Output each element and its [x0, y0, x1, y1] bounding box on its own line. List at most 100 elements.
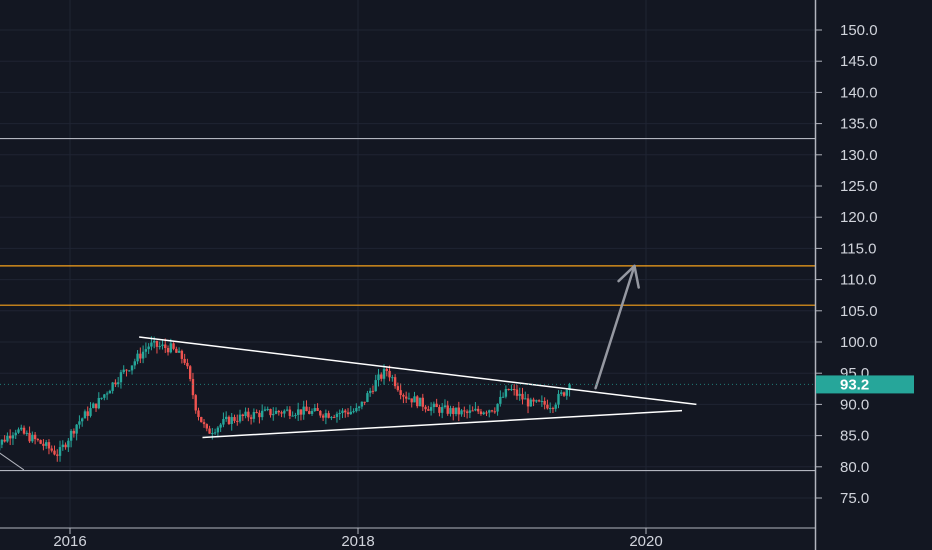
candle-body — [391, 377, 394, 379]
candle-body — [136, 353, 139, 362]
candle-body — [313, 408, 316, 411]
candle-body — [111, 382, 114, 391]
candle-body — [493, 411, 496, 413]
candle-body — [22, 427, 26, 434]
candle-body — [374, 380, 377, 392]
candle-body — [294, 414, 297, 416]
price-tick-label: 80.0 — [840, 459, 869, 476]
candle-body — [338, 413, 341, 415]
candle-body — [346, 412, 350, 415]
candle-body — [327, 413, 330, 418]
candle-body — [128, 370, 131, 372]
price-tick-label: 75.0 — [840, 490, 869, 507]
time-axis[interactable]: 2016 2018 2020 — [0, 527, 815, 550]
candle-body — [42, 443, 45, 446]
price-tick-label: 130.0 — [840, 147, 878, 164]
trendline-small — [0, 452, 25, 471]
candle-body — [233, 417, 236, 421]
candle-body — [540, 400, 544, 402]
candle-body — [515, 389, 519, 396]
candle-body — [308, 411, 311, 414]
price-tick-label: 105.0 — [840, 303, 878, 320]
candle-body — [537, 400, 541, 402]
candle-body — [482, 412, 485, 415]
price-tick-label: 90.0 — [840, 396, 869, 413]
candle-body — [155, 340, 159, 347]
candle-body — [355, 408, 358, 412]
candles-layer — [0, 336, 571, 462]
candle-body — [125, 369, 128, 371]
candle-body — [316, 408, 319, 411]
candle-body — [8, 435, 12, 439]
grid-layer — [0, 0, 815, 528]
projection-arrow-shaft — [594, 264, 636, 390]
candle-body — [141, 351, 145, 359]
candle-body — [360, 401, 364, 407]
candle-body — [122, 369, 125, 373]
candle-body — [36, 439, 40, 441]
candle-body — [418, 397, 422, 407]
candle-body — [230, 417, 233, 425]
candle-body — [565, 390, 568, 396]
candle-body — [25, 432, 28, 434]
candle-body — [227, 416, 231, 425]
candle-body — [53, 450, 56, 455]
candle-body — [83, 411, 87, 419]
candle-body — [324, 413, 328, 418]
candle-body — [130, 365, 134, 371]
candle-body — [222, 419, 225, 425]
candle-body — [321, 415, 325, 418]
candle-body — [319, 410, 322, 416]
candle-body — [382, 369, 386, 379]
candle-body — [543, 400, 546, 405]
price-tick-label: 135.0 — [840, 116, 878, 133]
candle-body — [105, 393, 109, 395]
candle-body — [94, 403, 98, 409]
candle-body — [554, 404, 557, 409]
candle-body — [202, 422, 206, 425]
candle-body — [283, 410, 286, 414]
candle-body — [28, 432, 31, 442]
candle-body — [274, 410, 278, 414]
price-tick-label: 85.0 — [840, 428, 869, 445]
price-tick-label: 150.0 — [840, 22, 878, 39]
candle-body — [236, 420, 239, 422]
candle-body — [280, 412, 283, 414]
candle-body — [471, 410, 474, 412]
candle-body — [44, 442, 48, 446]
candle-body — [432, 403, 436, 408]
candle-body — [352, 411, 355, 413]
price-tick-label: 115.0 — [840, 240, 876, 257]
candle-body — [504, 389, 508, 397]
candle-body — [305, 406, 308, 412]
candle-body — [197, 410, 200, 417]
candle-body — [499, 396, 502, 404]
candle-body — [402, 395, 405, 397]
candle-body — [465, 411, 469, 413]
price-tick-label: 145.0 — [840, 53, 878, 70]
candle-body — [330, 417, 333, 419]
candle-body — [488, 410, 491, 413]
candle-body — [341, 410, 344, 414]
candle-body — [463, 410, 466, 412]
candle-body — [272, 413, 275, 416]
candle-body — [108, 390, 112, 394]
trendline-upper — [139, 336, 697, 406]
candle-body — [302, 406, 305, 415]
candle-body — [568, 384, 571, 391]
candle-body — [440, 407, 444, 413]
time-tick-label: 2020 — [629, 533, 662, 550]
candle-body — [208, 428, 211, 434]
price-tick-label: 120.0 — [840, 209, 878, 226]
candle-body — [424, 406, 427, 410]
candle-body — [557, 393, 560, 405]
candle-body — [393, 377, 397, 387]
candle-body — [11, 435, 15, 439]
candle-body — [161, 344, 164, 347]
candle-body — [211, 433, 214, 435]
candle-body — [388, 370, 391, 378]
candle-body — [291, 415, 294, 417]
candle-body — [368, 390, 372, 394]
